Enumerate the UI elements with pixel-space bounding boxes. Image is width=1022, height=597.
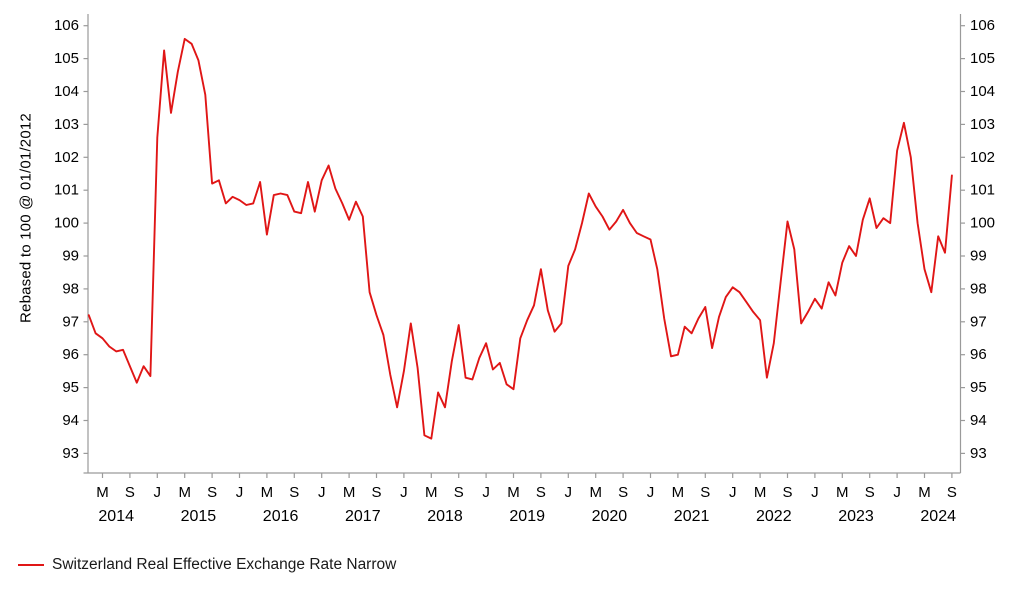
x-tick-year-label: 2018 xyxy=(427,508,463,525)
x-tick-month-label: S xyxy=(947,484,957,501)
legend-label: Switzerland Real Effective Exchange Rate… xyxy=(52,556,397,573)
x-tick-month-label: S xyxy=(125,484,135,501)
x-tick-year-label: 2021 xyxy=(674,508,710,525)
legend-line-swatch-icon xyxy=(18,564,44,566)
x-tick-month-label: J xyxy=(729,484,737,501)
x-tick-month-label: J xyxy=(647,484,655,501)
x-tick-month-label: S xyxy=(536,484,546,501)
x-tick-month-label: M xyxy=(425,484,438,501)
series-line-switzerland-reer xyxy=(87,37,953,440)
x-tick-year-label: 2019 xyxy=(509,508,545,525)
legend: Switzerland Real Effective Exchange Rate… xyxy=(18,556,396,574)
y-tick-label-left: 97 xyxy=(62,313,79,330)
x-tick-year-label: 2024 xyxy=(920,508,956,525)
y-tick-label-left: 105 xyxy=(54,50,79,67)
y-tick-label-right: 98 xyxy=(970,280,987,297)
y-tick-label-left: 100 xyxy=(54,215,79,232)
y-tick-label-right: 106 xyxy=(970,17,995,34)
x-tick-month-label: S xyxy=(865,484,875,501)
y-tick-label-right: 95 xyxy=(970,379,987,396)
x-tick-month-label: M xyxy=(343,484,356,501)
x-tick-month-label: S xyxy=(454,484,464,501)
y-tick-label-right: 96 xyxy=(970,346,987,363)
x-tick-month-label: M xyxy=(836,484,849,501)
x-tick-month-label: S xyxy=(289,484,299,501)
x-tick-month-label: S xyxy=(700,484,710,501)
y-tick-label-left: 101 xyxy=(54,182,79,199)
y-tick-label-left: 96 xyxy=(62,346,79,363)
x-tick-month-label: S xyxy=(618,484,628,501)
x-tick-month-label: J xyxy=(154,484,162,501)
y-tick-label-left: 94 xyxy=(62,412,79,429)
y-tick-label-left: 99 xyxy=(62,248,79,265)
x-tick-month-label: M xyxy=(672,484,685,501)
x-tick-year-label: 2016 xyxy=(263,508,299,525)
y-tick-label-left: 98 xyxy=(62,280,79,297)
y-axis-title: Rebased to 100 @ 01/01/2012 xyxy=(17,113,35,323)
y-tick-label-left: 102 xyxy=(54,149,79,166)
y-tick-label-right: 102 xyxy=(970,149,995,166)
x-tick-month-label: S xyxy=(371,484,381,501)
y-tick-label-left: 104 xyxy=(54,83,79,100)
x-tick-month-label: M xyxy=(178,484,191,501)
y-tick-label-left: 93 xyxy=(62,445,79,462)
y-tick-label-right: 97 xyxy=(970,313,987,330)
x-tick-month-label: M xyxy=(96,484,109,501)
y-tick-label-left: 103 xyxy=(54,116,79,133)
y-tick-label-right: 100 xyxy=(970,215,995,232)
y-tick-label-right: 93 xyxy=(970,445,987,462)
y-tick-label-right: 104 xyxy=(970,83,995,100)
y-tick-label-right: 101 xyxy=(970,182,995,199)
x-tick-year-label: 2023 xyxy=(838,508,874,525)
y-tick-label-right: 94 xyxy=(970,412,987,429)
x-tick-month-label: J xyxy=(565,484,573,501)
x-tick-month-label: J xyxy=(482,484,490,501)
x-tick-year-label: 2017 xyxy=(345,508,381,525)
x-tick-year-label: 2014 xyxy=(98,508,134,525)
x-tick-month-label: J xyxy=(893,484,901,501)
x-tick-month-label: S xyxy=(782,484,792,501)
y-tick-label-right: 99 xyxy=(970,248,987,265)
y-tick-label-left: 106 xyxy=(54,17,79,34)
x-tick-month-label: M xyxy=(261,484,274,501)
x-tick-month-label: S xyxy=(207,484,217,501)
x-tick-year-label: 2020 xyxy=(592,508,628,525)
x-tick-month-label: M xyxy=(589,484,602,501)
y-tick-label-right: 105 xyxy=(970,50,995,67)
x-tick-year-label: 2022 xyxy=(756,508,792,525)
x-tick-month-label: M xyxy=(754,484,767,501)
x-tick-month-label: M xyxy=(507,484,520,501)
x-tick-month-label: J xyxy=(236,484,244,501)
y-tick-label-left: 95 xyxy=(62,379,79,396)
x-tick-month-label: J xyxy=(318,484,326,501)
x-tick-month-label: M xyxy=(918,484,931,501)
y-tick-label-right: 103 xyxy=(970,116,995,133)
x-tick-year-label: 2015 xyxy=(181,508,217,525)
x-tick-month-label: J xyxy=(811,484,819,501)
x-tick-month-label: J xyxy=(400,484,408,501)
